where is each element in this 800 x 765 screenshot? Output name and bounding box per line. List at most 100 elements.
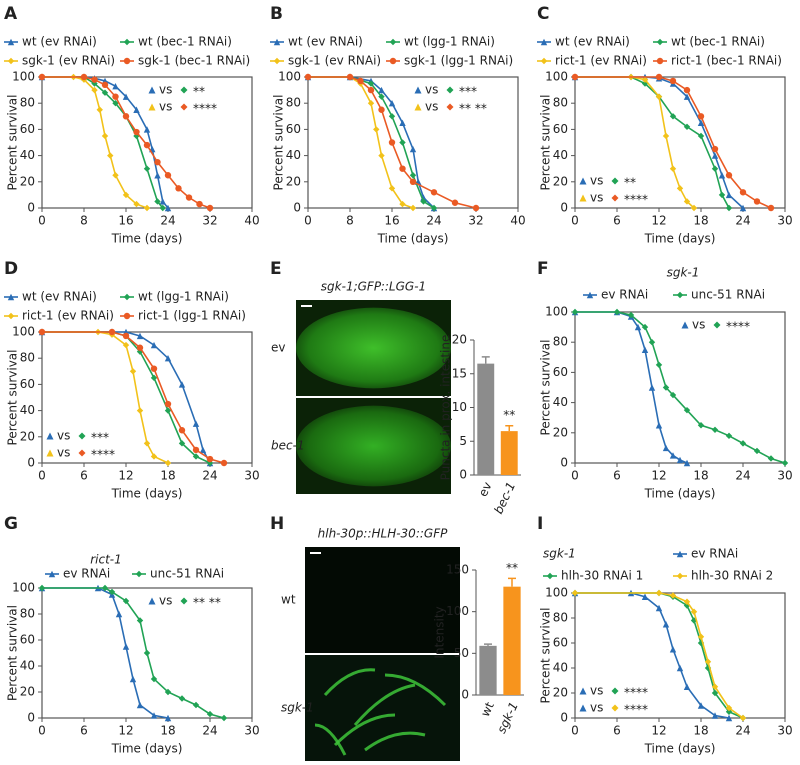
annotation-marker [180, 597, 188, 605]
marker [185, 194, 193, 201]
marker [725, 432, 733, 440]
annotation-stars: ** ** [193, 596, 221, 610]
y-axis-label: Percent survival [6, 95, 20, 191]
annotation-marker [414, 86, 422, 94]
marker [711, 426, 719, 433]
x-tick-label: 24 [202, 469, 217, 483]
x-tick-label: 8 [346, 214, 354, 228]
y-tick-label: 100 [12, 325, 35, 339]
annotation-vs: vs [590, 701, 603, 715]
marker [107, 152, 114, 159]
annotation-vs: vs [159, 100, 172, 114]
significance: ** [503, 408, 515, 422]
marker [676, 185, 684, 192]
y-tick-label: 60 [553, 636, 568, 650]
survival-curve [42, 76, 164, 209]
y-tick-label: 100 [446, 604, 469, 618]
marker [175, 185, 182, 192]
y-tick-label: 80 [20, 607, 35, 621]
legend-label: ev RNAi [601, 288, 648, 302]
legend-label: rict-1 (bec-1 RNAi) [671, 54, 782, 68]
x-tick-label: 18 [693, 724, 708, 738]
y-tick-label: 40 [20, 403, 35, 417]
legend-marker [123, 38, 131, 46]
marker [641, 323, 649, 331]
marker [571, 308, 579, 316]
annotation-stars: ** [193, 85, 205, 99]
marker [136, 332, 144, 340]
legend-marker [676, 572, 684, 580]
marker [388, 100, 396, 107]
marker [420, 198, 427, 205]
marker [122, 597, 130, 605]
marker [399, 165, 406, 172]
annotation-stars: **** [624, 193, 648, 207]
y-tick-label: 150 [446, 563, 469, 577]
marker [767, 455, 775, 462]
legend-marker [123, 293, 131, 301]
y-tick-label: 20 [20, 429, 35, 443]
marker [143, 141, 151, 149]
bar [503, 586, 521, 695]
legend-marker [676, 550, 684, 558]
x-tick-label: 12 [118, 469, 133, 483]
marker [122, 643, 130, 650]
x-tick-label: 0 [38, 214, 46, 228]
marker [683, 683, 691, 690]
y-axis-label: Percent survival [539, 340, 553, 436]
y-axis-label: Percent survival [6, 350, 20, 446]
x-tick-label: 8 [80, 214, 88, 228]
marker [136, 701, 144, 709]
x-tick-label: 24 [735, 724, 750, 738]
marker [711, 689, 719, 697]
y-tick-label: 80 [20, 96, 35, 110]
marker [725, 714, 733, 722]
annotation-stars: **** [624, 686, 648, 700]
marker [108, 328, 116, 336]
y-tick-label: 15 [452, 366, 467, 380]
annotation-marker [180, 86, 188, 94]
marker [725, 172, 733, 179]
marker [571, 73, 579, 81]
annotation-marker [579, 194, 587, 202]
marker [143, 165, 151, 172]
x-tick-label: 12 [651, 469, 666, 483]
x-axis-label: Time (days) [644, 742, 716, 756]
annotation-stars: **** [193, 102, 217, 116]
annotation-marker [579, 704, 587, 712]
marker [101, 584, 109, 592]
marker [388, 113, 396, 120]
marker [697, 132, 705, 140]
marker [697, 119, 705, 127]
survival-curve [308, 76, 414, 209]
y-tick-label: 0 [293, 201, 301, 215]
y-tick-label: 40 [286, 148, 301, 162]
y-tick-label: 0 [461, 688, 469, 702]
marker [38, 73, 46, 81]
marker [220, 714, 228, 722]
y-tick-label: 0 [560, 456, 568, 470]
marker [669, 391, 677, 399]
marker [388, 185, 396, 192]
error-bar [484, 643, 492, 646]
marker [367, 100, 375, 107]
annotation-marker [713, 321, 721, 329]
y-axis-label: Percent survival [539, 608, 553, 704]
legend-marker [7, 38, 15, 46]
marker [143, 440, 151, 447]
x-tick-label: 0 [304, 214, 312, 228]
x-tick-label: wt [478, 700, 497, 719]
y-tick-label: 40 [553, 395, 568, 409]
x-tick-label: 16 [118, 214, 133, 228]
legend-marker [7, 312, 15, 320]
marker [164, 407, 172, 414]
legend-label: hlh-30 RNAi 2 [691, 569, 773, 583]
marker [683, 86, 691, 94]
annotation-marker [46, 449, 54, 457]
legend-label: ev RNAi [691, 547, 738, 561]
panel-letter: A [4, 4, 18, 24]
legend-marker [656, 57, 664, 65]
marker [641, 346, 649, 353]
